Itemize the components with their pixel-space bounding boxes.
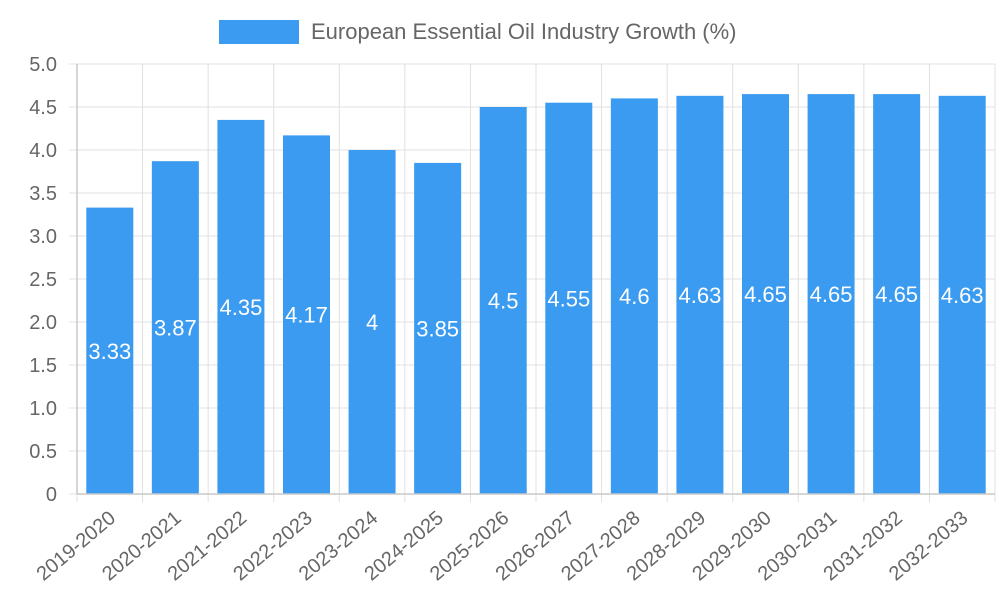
axes [76, 64, 995, 495]
data-label: 3.85 [416, 316, 459, 341]
bar[interactable] [807, 94, 855, 494]
legend[interactable]: European Essential Oil Industry Growth (… [219, 19, 737, 44]
bar[interactable] [938, 95, 986, 494]
legend-swatch [219, 20, 299, 44]
bar[interactable] [873, 94, 921, 494]
y-tick-label: 1.0 [29, 398, 57, 420]
data-label: 4.55 [547, 286, 590, 311]
y-tick-label: 3.5 [29, 183, 57, 205]
y-tick-label: 4.5 [29, 97, 57, 119]
bar[interactable] [86, 207, 134, 494]
y-axis-ticks: 0 0.5 1.0 1.5 2.0 2.5 3.0 3.5 4.0 4.5 5.0 [29, 54, 57, 506]
data-label: 3.87 [154, 316, 197, 341]
bar[interactable] [217, 119, 265, 495]
y-tick-label: 1.5 [29, 355, 57, 377]
data-label: 4.65 [875, 282, 918, 307]
bar[interactable] [676, 95, 724, 494]
data-label: 4.65 [744, 282, 787, 307]
y-tick-label: 3.0 [29, 226, 57, 248]
data-label: 3.33 [88, 339, 131, 364]
y-tick-label: 0.5 [29, 441, 57, 463]
bar[interactable] [151, 161, 199, 494]
data-label: 4.65 [810, 282, 853, 307]
bar[interactable] [479, 107, 527, 494]
data-labels: 3.33 3.87 4.35 4.17 4 3.85 4.5 4.55 4.6 4.63 4.65 4… [88, 282, 983, 364]
data-label: 4.63 [679, 283, 722, 308]
bar[interactable] [348, 150, 396, 494]
x-axis-ticks: 2019-20202020-20212021-20222022-20232023… [33, 507, 973, 585]
bar[interactable] [610, 98, 658, 495]
data-label: 4.63 [941, 283, 984, 308]
y-tick-label: 0 [46, 484, 57, 506]
bar[interactable] [545, 102, 593, 494]
data-label: 4.17 [285, 303, 328, 328]
data-label: 4.5 [488, 289, 519, 314]
legend-label: European Essential Oil Industry Growth (… [311, 19, 737, 44]
bar[interactable] [414, 162, 462, 494]
bars [86, 94, 986, 495]
data-label: 4 [366, 310, 378, 335]
y-tick-label: 5.0 [29, 54, 57, 76]
data-label: 4.35 [220, 295, 263, 320]
data-label: 4.6 [619, 284, 650, 309]
bar[interactable] [283, 135, 330, 494]
y-tick-label: 2.0 [29, 312, 57, 334]
bar[interactable] [742, 94, 789, 494]
grid-lines [69, 63, 996, 502]
y-tick-label: 2.5 [29, 269, 57, 291]
y-tick-label: 4.0 [29, 140, 57, 162]
